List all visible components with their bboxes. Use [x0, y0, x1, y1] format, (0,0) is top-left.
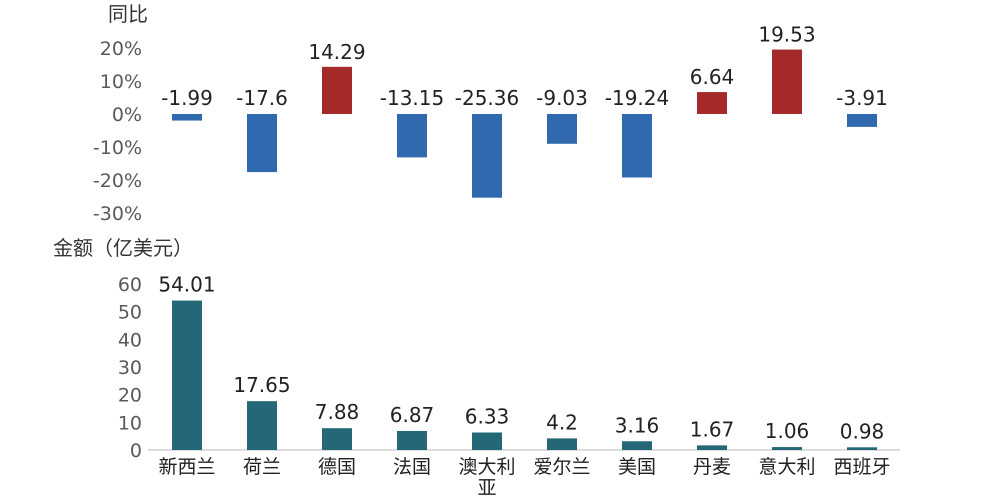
yoy-bar	[172, 114, 202, 121]
amount-bar	[172, 300, 202, 450]
amount-y-tick: 60	[118, 274, 142, 296]
amount-bar	[472, 432, 502, 450]
yoy-y-tick: 10%	[100, 71, 142, 93]
yoy-y-tick: -30%	[93, 203, 142, 225]
category-label: 德国	[318, 456, 356, 478]
yoy-y-tick: -10%	[93, 137, 142, 159]
amount-value-label: 1.06	[765, 419, 810, 443]
amount-y-tick: 20	[118, 385, 142, 407]
yoy-axis-title: 同比	[108, 2, 148, 26]
amount-value-label: 6.33	[465, 404, 510, 428]
yoy-y-ticks: 20% 10% 0% -10% -20% -30%	[93, 38, 142, 225]
yoy-value-label: -1.99	[161, 86, 213, 110]
amount-y-tick: 10	[118, 412, 142, 434]
amount-chart: 金额（亿美元） 60 50 40 30 20 10 0 54.01 17.65 7.88 6.87…	[53, 236, 900, 499]
amount-value-labels: 54.01 17.65 7.88 6.87 6.33 4.2 3.16 1.67 1.06 0.9…	[158, 273, 884, 444]
amount-y-tick: 0	[130, 440, 142, 462]
category-label: 美国	[618, 456, 656, 478]
amount-bars	[172, 300, 877, 450]
yoy-bar	[547, 114, 577, 144]
category-label: 荷兰	[243, 456, 281, 478]
yoy-y-tick: 20%	[100, 38, 142, 60]
yoy-bar	[697, 92, 727, 114]
category-label: 澳大利亚	[458, 456, 515, 499]
amount-value-label: 6.87	[390, 403, 435, 427]
amount-value-label: 1.67	[690, 417, 735, 441]
amount-value-label: 7.88	[315, 400, 360, 424]
yoy-value-label: 14.29	[308, 40, 365, 64]
category-label: 西班牙	[833, 456, 890, 478]
amount-value-label: 4.2	[546, 410, 578, 434]
yoy-bar	[847, 114, 877, 127]
yoy-bar	[472, 114, 502, 198]
amount-value-label: 0.98	[840, 419, 885, 443]
yoy-bar	[622, 114, 652, 178]
yoy-value-label: -19.24	[605, 86, 669, 110]
amount-value-label: 3.16	[615, 413, 660, 437]
yoy-bar	[772, 49, 802, 115]
yoy-bars	[172, 49, 877, 198]
yoy-bar	[322, 66, 352, 114]
category-label: 爱尔兰	[533, 456, 590, 478]
amount-bar	[322, 428, 352, 450]
amount-bar	[772, 447, 802, 450]
yoy-chart: 同比 20%10%0%-10%-20%-30% -1.99 -17.614.29-…	[93, 2, 888, 225]
yoy-bar	[397, 114, 427, 158]
category-label: 法国	[393, 456, 431, 478]
category-label: 意大利	[758, 456, 815, 478]
yoy-value-labels: -1.99 -17.6 14.29 -13.15 -25.36 -9.03 -19.24 6.…	[161, 23, 888, 110]
amount-y-ticks: 60 50 40 30 20 10 0	[118, 274, 142, 462]
yoy-bar	[247, 114, 277, 173]
yoy-value-label: 19.53	[758, 23, 815, 47]
yoy-y-tick: -20%	[93, 170, 142, 192]
amount-bar	[547, 438, 577, 450]
amount-y-tick: 30	[118, 357, 142, 379]
category-label: 丹麦	[693, 456, 731, 478]
amount-bar	[697, 445, 727, 450]
yoy-value-label: -25.36	[455, 86, 519, 110]
yoy-value-label: -13.15	[380, 86, 444, 110]
amount-bar	[622, 441, 652, 450]
yoy-value-label: 6.64	[690, 65, 735, 89]
amount-axis-title: 金额（亿美元）	[53, 236, 193, 260]
amount-bar	[397, 430, 427, 450]
yoy-value-label: -9.03	[536, 86, 588, 110]
category-label-line: 亚	[477, 477, 496, 499]
amount-bar	[247, 401, 277, 450]
amount-y-tick: 50	[118, 302, 142, 324]
category-label: 新西兰	[158, 456, 215, 478]
amount-bar	[847, 447, 877, 450]
amount-value-label: 17.65	[233, 373, 290, 397]
yoy-y-tick: 0%	[112, 104, 142, 126]
category-label-line: 澳大利	[458, 456, 515, 478]
amount-value-label: 54.01	[158, 273, 215, 297]
amount-y-tick: 40	[118, 329, 142, 351]
yoy-value-label: -3.91	[836, 86, 888, 110]
yoy-value-label: -17.6	[236, 86, 288, 110]
